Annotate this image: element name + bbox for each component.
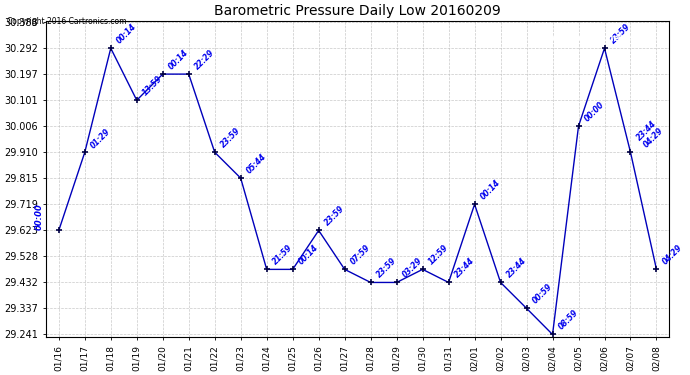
Text: 12:59: 12:59	[427, 243, 450, 267]
Text: 00:00: 00:00	[35, 204, 44, 230]
Text: 01:29: 01:29	[89, 128, 112, 151]
Text: 00:14: 00:14	[115, 22, 138, 45]
Text: Copyright 2016 Cartronics.com: Copyright 2016 Cartronics.com	[7, 17, 126, 26]
Text: 23:44: 23:44	[453, 256, 476, 280]
Text: 23:59: 23:59	[323, 204, 346, 228]
Text: 23:59: 23:59	[609, 22, 632, 45]
Text: 00:59: 00:59	[531, 282, 554, 306]
Text: 23:59: 23:59	[219, 126, 242, 150]
Text: 00:00: 00:00	[582, 100, 606, 123]
Text: 23:59: 23:59	[375, 256, 398, 280]
Text: 21:59: 21:59	[271, 243, 294, 267]
Text: 23:44
04:29: 23:44 04:29	[635, 119, 665, 150]
Text: 00:14: 00:14	[297, 243, 320, 267]
Text: 03:29: 03:29	[401, 256, 424, 280]
Text: 22:29: 22:29	[193, 48, 216, 71]
Text: 13:59: 13:59	[141, 74, 164, 98]
Text: 05:44: 05:44	[245, 152, 268, 176]
Text: 00:14: 00:14	[167, 48, 190, 71]
Text: 04:29: 04:29	[660, 243, 684, 267]
Title: Barometric Pressure Daily Low 20160209: Barometric Pressure Daily Low 20160209	[215, 4, 501, 18]
Text: 07:59: 07:59	[349, 243, 372, 267]
Text: 00:14: 00:14	[479, 178, 502, 201]
Text: 08:59: 08:59	[557, 308, 580, 332]
Text: 23:44: 23:44	[504, 256, 528, 280]
